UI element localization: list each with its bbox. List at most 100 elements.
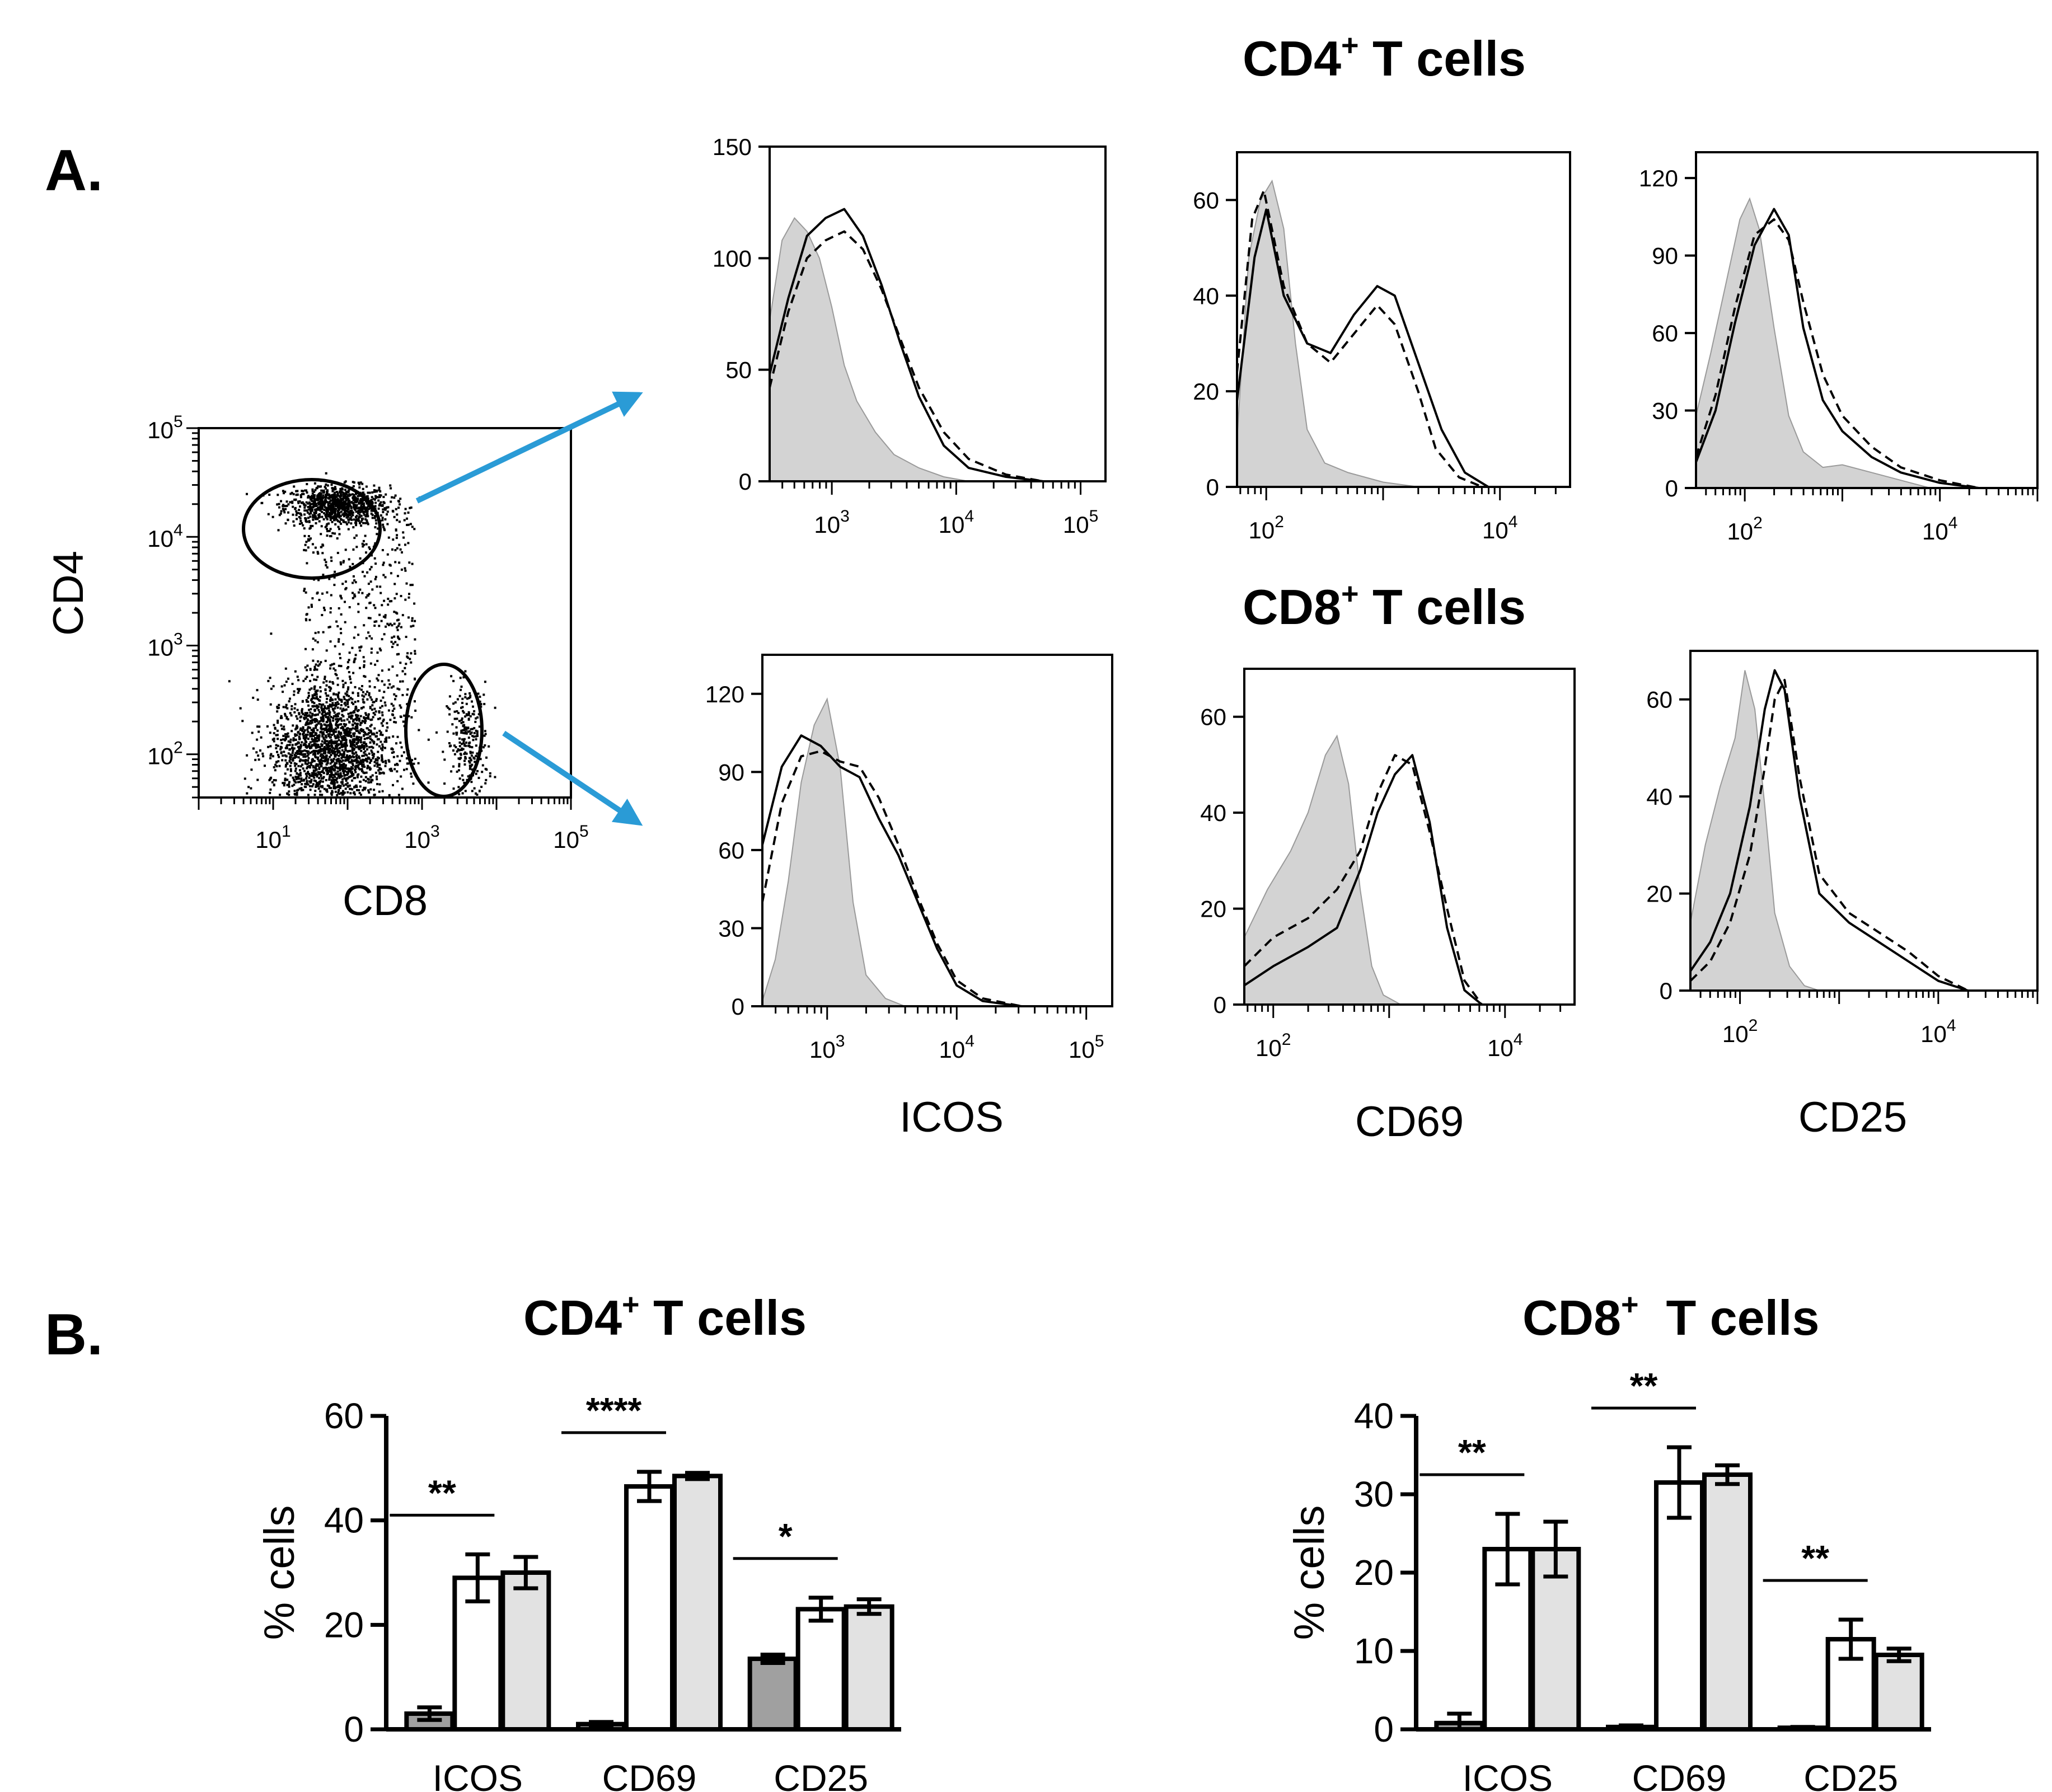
cd8_cd69-x-tick-label-0-base: 10 [1255, 1035, 1282, 1061]
cd8_icos-x-tick-label-1-base: 10 [939, 1036, 966, 1063]
cd8_cd69-frame [1243, 668, 1576, 1006]
cd4_cd25-y-tick-label-2: 60 [1652, 320, 1678, 346]
bar_cd4-bar-CD25-2 [844, 1604, 894, 1732]
bar_cd4-sig-label-0: ** [428, 1472, 456, 1513]
cd8_cd25-x-tick-label-0: 102 [1722, 1016, 1758, 1047]
bar_cd4-y-tick-label-0: 0 [344, 1709, 364, 1749]
bar-cd4-title: CD4+ T cells [523, 1288, 807, 1345]
cd8_icos-x-tick-label-2: 105 [1069, 1032, 1104, 1063]
bar_cd8-sig-label-0: ** [1458, 1432, 1486, 1472]
cd8_cd69-x-tick-label-1: 104 [1487, 1030, 1522, 1061]
bar_cd8-sig-label-2: ** [1801, 1538, 1829, 1578]
bar-chart-cd8: ICOS ** CD69 ** CD25 ** 0 10 20 30 40 % cells [1286, 1366, 1931, 1792]
cd4_cd25-x-tick-label-0-base: 10 [1727, 518, 1753, 545]
cd8-histogram-row-title: CD8+ T cells [1243, 577, 1526, 635]
bar_cd4-y-label: % cells [256, 1505, 303, 1640]
cd4_cd69-x-tick-label-0-exp: 2 [1275, 513, 1284, 531]
cd8_cd69-y-tick-label-1: 20 [1200, 896, 1226, 922]
dot-x-tick-label-2: 105 [553, 822, 588, 853]
cd4_cd25-y-tick-label-0: 0 [1665, 475, 1678, 501]
cd8_icos-x-tick-label-0-exp: 3 [836, 1032, 845, 1050]
cd8_cd25-x-tick-label-1: 104 [1920, 1016, 1956, 1047]
cd8_cd25-x-tick-label-0-base: 10 [1722, 1021, 1749, 1047]
cd8_icos-x-tick-label-0-base: 10 [809, 1036, 836, 1063]
x-label-cd25: CD25 [1798, 1094, 1907, 1141]
cd4_icos-y-tick-label-1: 50 [725, 357, 752, 383]
cd8_icos-y-tick-label-1: 30 [718, 915, 744, 941]
cd8_cd25-frame [1689, 650, 2039, 992]
bar_cd4-y-tick-label-1: 20 [324, 1605, 364, 1645]
cd4_cd25-y-tick-label-3: 90 [1652, 243, 1678, 269]
dot-y-tick-label-2: 104 [147, 521, 182, 552]
cd8_cd69-y-tick-label-3: 60 [1200, 704, 1226, 730]
dot-plot-events [228, 472, 496, 796]
bar_cd8-category-label-0: ICOS [1463, 1757, 1553, 1792]
bar_cd8-sig-label-1: ** [1630, 1366, 1658, 1406]
cd8_cd69-x-tick-label-1-exp: 4 [1514, 1030, 1523, 1049]
cd8_cd69-isotype-fill [1244, 734, 1401, 1005]
cd4_icos-y-tick-label-3: 150 [713, 134, 752, 160]
cd8_icos-x-tick-label-1: 104 [939, 1032, 975, 1063]
x-label-icos: ICOS [899, 1094, 1004, 1141]
cd4_cd69-y-tick-label-0: 0 [1206, 474, 1219, 500]
dot-y-tick-label-1-exp: 3 [174, 630, 183, 648]
dot-x-tick-label-2-exp: 5 [579, 822, 589, 841]
cd4_cd25-isotype-fill [1695, 197, 1931, 489]
dot-y-tick-label-3: 105 [147, 412, 182, 443]
cd4_cd25-frame [1695, 151, 2039, 489]
cd8_cd25-y-tick-label-2: 40 [1646, 784, 1672, 810]
cd8_icos-x-tick-label-0: 103 [809, 1032, 845, 1063]
cd8_icos-y-tick-label-2: 60 [718, 837, 744, 864]
cd8_icos-x-tick-label-2-base: 10 [1069, 1036, 1095, 1063]
cd8_cd69-y-tick-label-2: 40 [1200, 800, 1226, 826]
cd4-gate-arrow [415, 391, 644, 504]
cd4_cd69-x-tick-label-1-base: 10 [1482, 517, 1508, 543]
cd8_cd25-x-tick-label-1-base: 10 [1920, 1021, 1947, 1047]
cd8_cd25-x-tick-label-1-exp: 4 [1947, 1016, 1956, 1035]
cd4_icos-y-tick-label-0: 0 [739, 468, 752, 495]
cd4_cd69-y-tick-label-1: 20 [1193, 378, 1219, 405]
cd4_icos-x-tick-label-0: 103 [814, 507, 849, 538]
cd4_cd69-y-tick-label-2: 40 [1193, 283, 1219, 309]
cd4_cd25-x-tick-label-1-exp: 4 [1948, 514, 1958, 532]
panel-b-label: B. [45, 1302, 103, 1367]
cd4_icos-solid-line [769, 208, 1044, 482]
cd4_cd69-dashed-line [1236, 189, 1483, 488]
cd4_icos-x-tick-label-2-exp: 5 [1089, 507, 1099, 526]
dot-y-tick-label-1-base: 10 [147, 634, 174, 660]
bar_cd8-y-tick-label-2: 20 [1354, 1552, 1394, 1593]
bar_cd4-category-label-0: ICOS [433, 1757, 523, 1792]
cd8_cd69-y-tick-label-0: 0 [1214, 992, 1226, 1018]
cd8_icos-y-tick-label-0: 0 [732, 993, 744, 1020]
cd8_cd25-solid-line [1689, 669, 1969, 992]
dot-y-tick-label-0-exp: 2 [174, 739, 183, 757]
cd4_icos-y-tick-label-2: 100 [713, 245, 752, 271]
cd4_cd69-y-tick-label-3: 60 [1193, 187, 1219, 213]
dot-plot-x-label: CD8 [343, 877, 428, 925]
cd4_icos-x-tick-label-2: 105 [1063, 507, 1098, 538]
dot-plot-events-path [228, 472, 496, 796]
panel-a-label: A. [45, 138, 103, 203]
bar_cd4-bar-CD25-0 [747, 1657, 798, 1732]
dot-x-tick-label-1-base: 10 [404, 827, 430, 853]
cd4-gate [242, 478, 382, 580]
cd8_icos-y-tick-label-3: 90 [718, 759, 744, 785]
dot-plot-y-label: CD4 [45, 551, 92, 636]
bar_cd8-y-label: % cells [1286, 1505, 1333, 1640]
cd4_icos-isotype-fill [769, 217, 969, 482]
cd4_cd25-solid-line [1695, 208, 1979, 489]
cd8_cd69-x-tick-label-0: 102 [1255, 1030, 1291, 1061]
cd8_cd25-y-tick-label-3: 60 [1646, 687, 1672, 713]
bar_cd4-y-tick-label-2: 40 [324, 1500, 364, 1541]
cd8_icos-x-tick-label-2-exp: 5 [1095, 1032, 1104, 1050]
cd4_icos-x-tick-label-1-exp: 4 [964, 507, 974, 526]
cd8_cd69-dashed-line [1243, 754, 1483, 1006]
dot-x-tick-label-2-base: 10 [553, 827, 579, 853]
cd4_cd25-dashed-line [1695, 218, 1979, 489]
